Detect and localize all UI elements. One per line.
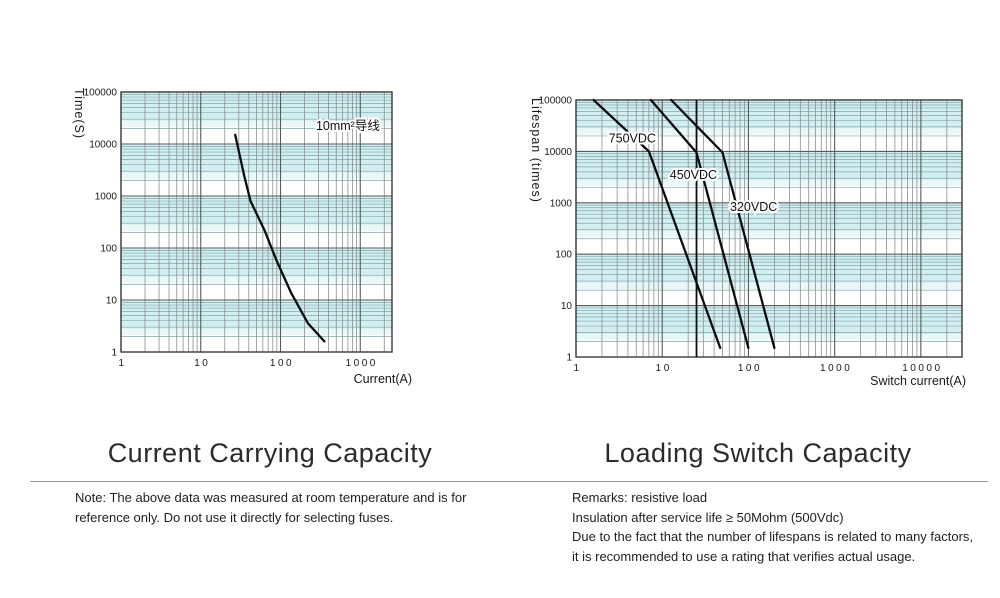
x-tick-label: 10000 [902, 363, 942, 374]
curve-320vdc [670, 98, 776, 350]
y-tick-label: 10000 [544, 147, 572, 158]
x-tick-label: 1 [573, 363, 581, 374]
curve-label: 320VDC [730, 200, 777, 214]
x-tick-label: 100 [738, 363, 762, 374]
x-axis-title: Current(A) [354, 372, 412, 386]
y-tick-label: 1 [566, 353, 572, 364]
remark-line: Remarks: resistive load [572, 490, 708, 505]
left-chart: 10mm²导线 1 10 100 1000 1 10 100 1000 10000 100000 Cu… [72, 88, 412, 387]
left-chart-note: Note: The above data was measured at roo… [75, 488, 505, 527]
right-chart-title: Loading Switch Capacity [604, 438, 912, 468]
curve-label: 450VDC [670, 168, 717, 182]
y-tick-label: 10000 [89, 140, 117, 151]
note-line: Note: The above data was measured at roo… [75, 490, 467, 505]
x-axis-title: Switch current(A) [870, 374, 966, 388]
right-chart: 750VDC 450VDC 320VDC 1 10 100 1000 10000 1 10 100 1… [529, 96, 966, 389]
x-tick-label: 1000 [346, 358, 378, 369]
title-divider-rule [30, 481, 988, 482]
y-tick-label: 10 [106, 296, 118, 307]
y-tick-label: 10 [561, 301, 573, 312]
cyan-band-light [576, 334, 962, 341]
curve-450vdc [649, 98, 750, 350]
plot-frame [120, 91, 393, 353]
x-tick-label: 1000 [820, 363, 852, 374]
x-tick-label: 10 [656, 363, 672, 374]
y-tick-label: 100000 [84, 88, 118, 99]
left-chart-title: Current Carrying Capacity [107, 438, 433, 468]
x-tick-label: 10 [194, 358, 210, 369]
cyan-band-light [576, 231, 962, 238]
y-tick-label: 100 [100, 244, 117, 255]
cyan-band [576, 100, 962, 129]
y-axis-title: Lifespan (times) [529, 98, 543, 203]
curve-label: 10mm²导线 [316, 119, 380, 133]
y-axis-title: Time(S) [72, 88, 86, 139]
right-chart-remarks: Remarks: resistive load Insulation after… [572, 488, 992, 566]
cyan-band [576, 151, 962, 180]
x-tick-label: 1 [118, 358, 126, 369]
cyan-band-light [576, 282, 962, 290]
plot-frame [575, 99, 963, 358]
curve-750vdc [592, 98, 722, 350]
cyan-band-light [576, 128, 962, 135]
curve-label: 750VDC [609, 131, 656, 145]
curve-10mm [234, 133, 326, 343]
x-tick-label: 100 [270, 358, 294, 369]
note-line: reference only. Do not use it directly f… [75, 509, 394, 525]
y-tick-label: 1000 [550, 198, 573, 209]
y-tick-label: 100000 [539, 96, 573, 107]
y-tick-label: 1000 [95, 192, 118, 203]
remark-line: Due to the fact that the number of lifes… [572, 529, 974, 544]
remark-line: Insulation after service life ≥ 50Mohm (… [572, 509, 844, 525]
remark-line: it is recommended to use a rating that v… [572, 548, 916, 564]
cyan-band-light [576, 179, 962, 187]
y-tick-label: 100 [555, 250, 572, 261]
grid-minor [121, 92, 392, 352]
y-tick-label: 1 [111, 348, 117, 359]
cyan-band [576, 254, 962, 283]
